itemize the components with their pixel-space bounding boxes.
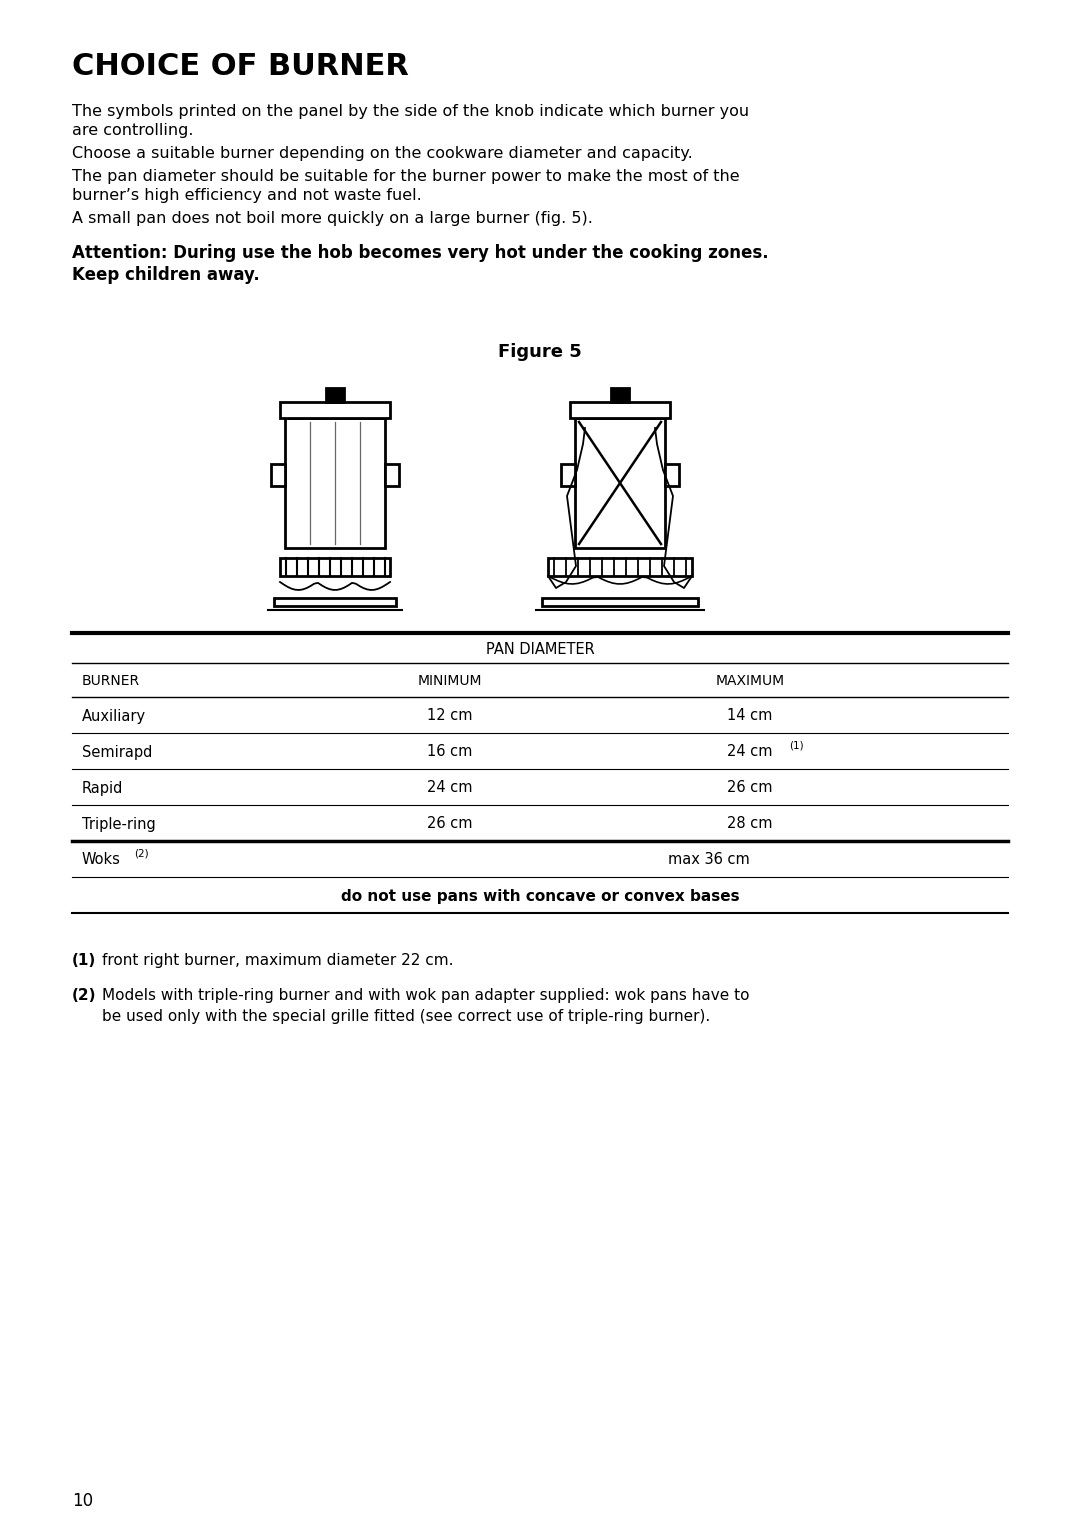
Text: 24 cm: 24 cm — [727, 745, 773, 760]
Text: Triple-ring: Triple-ring — [82, 817, 156, 832]
Text: Models with triple-ring burner and with wok pan adapter supplied: wok pans have : Models with triple-ring burner and with … — [102, 988, 750, 1023]
Bar — [665, 464, 679, 486]
Bar — [384, 464, 399, 486]
Text: front right burner, maximum diameter 22 cm.: front right burner, maximum diameter 22 … — [102, 953, 454, 968]
Text: MINIMUM: MINIMUM — [418, 674, 483, 688]
Text: The pan diameter should be suitable for the burner power to make the most of the: The pan diameter should be suitable for … — [72, 169, 740, 204]
Text: Attention: During use the hob becomes very hot under the cooking zones.: Attention: During use the hob becomes ve… — [72, 244, 769, 262]
Text: (2): (2) — [72, 988, 96, 1003]
Bar — [561, 464, 575, 486]
Text: Keep children away.: Keep children away. — [72, 267, 260, 283]
Bar — [611, 388, 629, 401]
Bar — [280, 401, 390, 418]
Text: (1): (1) — [788, 741, 804, 751]
Bar — [271, 464, 285, 486]
Bar — [274, 597, 396, 607]
Bar — [285, 418, 384, 548]
Text: 12 cm: 12 cm — [428, 708, 473, 723]
Bar — [570, 401, 670, 418]
Text: 14 cm: 14 cm — [727, 708, 772, 723]
Text: Choose a suitable burner depending on the cookware diameter and capacity.: Choose a suitable burner depending on th… — [72, 146, 692, 161]
Text: (1): (1) — [72, 953, 96, 968]
Text: Auxiliary: Auxiliary — [82, 708, 146, 723]
Text: 10: 10 — [72, 1492, 93, 1511]
Text: Figure 5: Figure 5 — [498, 343, 582, 362]
Bar — [542, 597, 698, 607]
Text: do not use pans with concave or convex bases: do not use pans with concave or convex b… — [340, 889, 740, 904]
Text: Rapid: Rapid — [82, 780, 123, 795]
Text: 24 cm: 24 cm — [428, 780, 473, 795]
Text: 28 cm: 28 cm — [727, 817, 773, 832]
Text: MAXIMUM: MAXIMUM — [715, 674, 784, 688]
Bar — [280, 558, 390, 576]
Text: A small pan does not boil more quickly on a large burner (fig. 5).: A small pan does not boil more quickly o… — [72, 211, 593, 227]
Text: (2): (2) — [134, 849, 149, 859]
Text: Woks: Woks — [82, 852, 121, 867]
Text: 26 cm: 26 cm — [727, 780, 773, 795]
Text: max 36 cm: max 36 cm — [669, 852, 750, 867]
Text: 16 cm: 16 cm — [428, 745, 473, 760]
Text: CHOICE OF BURNER: CHOICE OF BURNER — [72, 52, 409, 81]
Text: The symbols printed on the panel by the side of the knob indicate which burner y: The symbols printed on the panel by the … — [72, 104, 750, 138]
Bar — [326, 388, 345, 401]
Text: BURNER: BURNER — [82, 674, 140, 688]
Bar — [575, 418, 665, 548]
Text: 26 cm: 26 cm — [428, 817, 473, 832]
Bar — [548, 558, 692, 576]
Text: PAN DIAMETER: PAN DIAMETER — [486, 642, 594, 657]
Text: Semirapd: Semirapd — [82, 745, 152, 760]
